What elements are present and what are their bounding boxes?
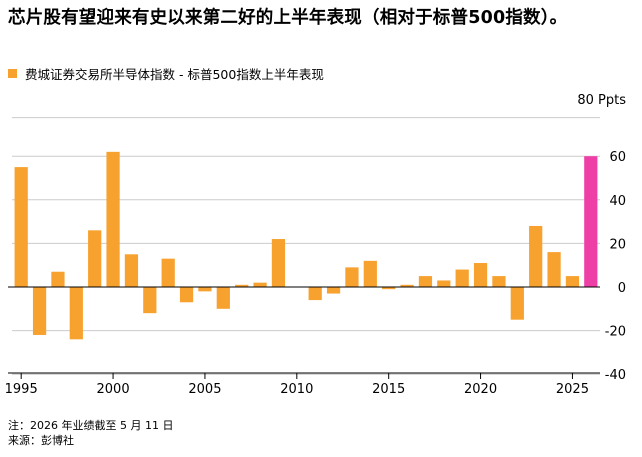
y-tick-label: -20 <box>605 325 626 340</box>
y-tick-label: 20 <box>609 237 626 252</box>
bar-1996 <box>32 287 47 335</box>
bar-1995 <box>14 167 28 287</box>
y-unit-label: 80 Ppts <box>577 93 626 108</box>
bar-2022 <box>510 287 524 320</box>
bar-2013 <box>345 267 359 287</box>
bar-2026 <box>584 156 598 287</box>
bar-2018 <box>437 280 451 287</box>
legend-swatch <box>8 69 17 78</box>
bar-2016 <box>400 284 414 287</box>
bar-2012 <box>326 287 341 294</box>
x-tick-label: 2000 <box>97 382 130 397</box>
bar-2009 <box>271 239 286 287</box>
y-tick-label: 40 <box>609 194 626 209</box>
bar-2014 <box>363 260 377 287</box>
chart-title: 芯片股有望迎来有史以来第二好的上半年表现（相对于标普500指数）。 <box>8 8 568 28</box>
x-tick-label: 2010 <box>280 382 313 397</box>
bar-1999 <box>88 230 102 287</box>
bar-2021 <box>492 276 506 287</box>
bar-2003 <box>161 258 175 287</box>
legend-label: 费城证券交易所半导体指数 - 标普500指数上半年表现 <box>25 67 324 82</box>
source-note: 来源：彭博社 <box>8 434 74 447</box>
bar-2019 <box>455 269 469 287</box>
bar-1997 <box>51 271 65 287</box>
bar-2015 <box>382 287 396 290</box>
x-tick-label: 2005 <box>188 382 221 397</box>
y-tick-label: 60 <box>609 150 626 165</box>
y-tick-label: -40 <box>605 368 626 383</box>
x-tick-label: 1995 <box>5 382 38 397</box>
bar-2020 <box>473 263 488 287</box>
footnote: 注：2026 年业绩截至 5 月 11 日 <box>8 419 174 432</box>
bar-2000 <box>106 151 120 287</box>
bar-2001 <box>124 254 139 287</box>
bar-2025 <box>565 276 580 287</box>
bar-2024 <box>547 252 561 287</box>
bar-1998 <box>69 287 83 340</box>
x-tick-label: 2025 <box>556 382 589 397</box>
bar-2011 <box>308 287 322 301</box>
bar-2006 <box>216 287 230 309</box>
bar-2007 <box>235 284 249 287</box>
x-tick-label: 2020 <box>464 382 497 397</box>
x-tick-label: 2015 <box>372 382 405 397</box>
bar-2002 <box>143 287 157 314</box>
y-tick-label: 0 <box>618 281 626 296</box>
bar-2004 <box>179 287 194 303</box>
bar-2005 <box>198 287 212 292</box>
bar-2008 <box>253 282 267 287</box>
legend: 费城证券交易所半导体指数 - 标普500指数上半年表现 <box>8 64 324 83</box>
bar-2017 <box>418 276 433 287</box>
bar-2023 <box>529 225 543 287</box>
